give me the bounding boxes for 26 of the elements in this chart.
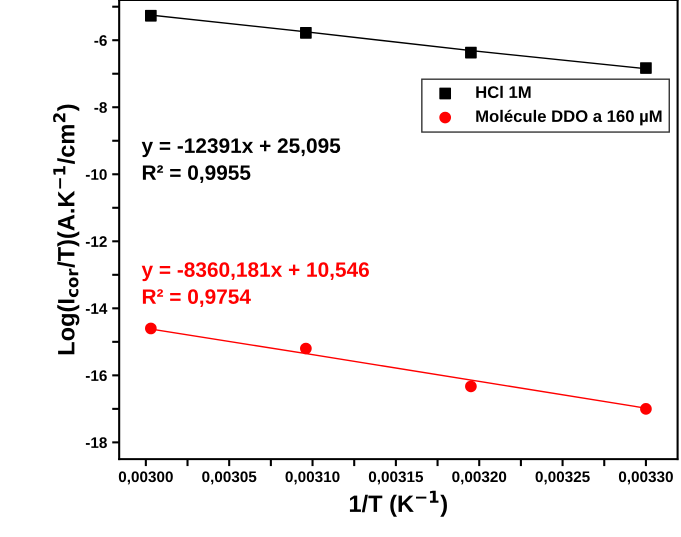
y-tick-label: -14 [86, 303, 108, 314]
y-tick-label: -12 [86, 236, 107, 247]
point [145, 10, 157, 22]
point [145, 322, 157, 334]
point [640, 62, 652, 74]
y-axis-title: Log(I$_{cor}$/T)(A.K$^{−1}$/cm$^{2}$) [53, 104, 80, 354]
annotation: y = -12391x + 25,095 R² = 0,9955 [142, 138, 340, 184]
x-axis-title: 1/T (K$^{−1}$) [350, 490, 447, 517]
y-tick-label: -8 [94, 102, 107, 113]
point [465, 380, 477, 392]
y-tick-label: -6 [94, 35, 107, 46]
y-tick-label: -10 [86, 169, 107, 180]
x-tick-label: 0,00330 [618, 471, 673, 484]
x-tick-label: 0,00315 [368, 471, 424, 484]
x-tick-label: 0,00310 [286, 471, 340, 484]
x-tick-label: 0,00300 [118, 471, 173, 484]
y-tick-label: -16 [86, 370, 107, 382]
annotation: y = -8360,181x + 10,546 R² = 0,9754 [142, 262, 369, 307]
x-tick-label: 0,00325 [536, 471, 590, 484]
legend-label: HCl 1M [476, 86, 531, 98]
x-tick-label: 0,00305 [202, 471, 256, 484]
point [300, 342, 312, 354]
point [640, 403, 652, 415]
y-tick-label: -18 [86, 437, 107, 448]
x-tick-label: 0,00320 [452, 471, 506, 484]
legend-label: Molécule DDO a 160 µM [476, 110, 662, 126]
